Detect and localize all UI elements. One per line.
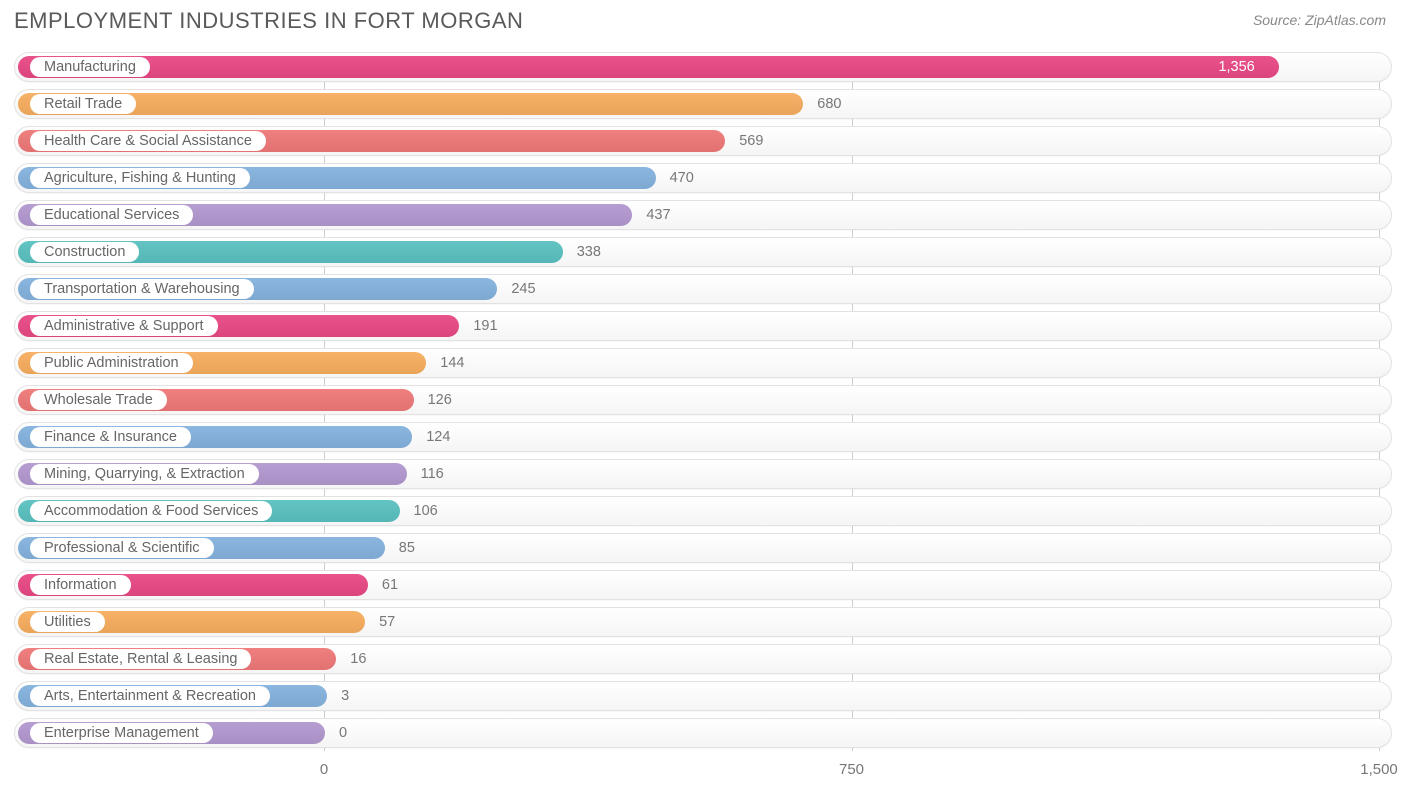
bar-row: Professional & Scientific 85 [14,533,1392,563]
bar-row: Information 61 [14,570,1392,600]
value-label: 57 [369,608,405,636]
value-label: 245 [501,275,545,303]
value-label: 437 [636,201,680,229]
value-label: 126 [418,386,462,414]
chart-area: Manufacturing 1,356 Retail Trade 680 Health … [14,52,1392,785]
category-label: Wholesale Trade [30,390,167,410]
bar-row: Public Administration 144 [14,348,1392,378]
category-label: Accommodation & Food Services [30,501,272,521]
category-label: Administrative & Support [30,316,218,336]
category-label: Agriculture, Fishing & Hunting [30,168,250,188]
bar-row: Accommodation & Food Services 106 [14,496,1392,526]
bar-row: Enterprise Management 0 [14,718,1392,748]
bar [18,56,1279,78]
category-label: Mining, Quarrying, & Extraction [30,464,259,484]
bar-row: Retail Trade 680 [14,89,1392,119]
value-label: 124 [416,423,460,451]
value-label: 116 [411,460,454,488]
value-label: 61 [372,571,408,599]
category-label: Construction [30,242,139,262]
chart-title: EMPLOYMENT INDUSTRIES IN FORT MORGAN [14,8,523,34]
x-tick-label: 1,500 [1360,761,1398,778]
category-label: Public Administration [30,353,193,373]
bar-row: Transportation & Warehousing 245 [14,274,1392,304]
category-label: Transportation & Warehousing [30,279,254,299]
value-label: 338 [567,238,611,266]
category-label: Utilities [30,612,105,632]
x-tick-label: 0 [320,761,328,778]
x-axis: 07501,500 [14,755,1392,785]
bar-row: Administrative & Support 191 [14,311,1392,341]
category-label: Real Estate, Rental & Leasing [30,649,251,669]
category-label: Retail Trade [30,94,136,114]
category-label: Finance & Insurance [30,427,191,447]
value-label: 191 [463,312,507,340]
bar-row: Agriculture, Fishing & Hunting 470 [14,163,1392,193]
value-label: 106 [404,497,448,525]
x-tick-label: 750 [839,761,864,778]
bar-row: Mining, Quarrying, & Extraction 116 [14,459,1392,489]
category-label: Educational Services [30,205,193,225]
bar-row: Health Care & Social Assistance 569 [14,126,1392,156]
bar-row: Construction 338 [14,237,1392,267]
bar-row: Real Estate, Rental & Leasing 16 [14,644,1392,674]
value-label: 16 [340,645,376,673]
value-label: 85 [389,534,425,562]
bar-row: Arts, Entertainment & Recreation 3 [14,681,1392,711]
bar-row: Utilities 57 [14,607,1392,637]
bar-row: Wholesale Trade 126 [14,385,1392,415]
bar-row: Finance & Insurance 124 [14,422,1392,452]
value-label: 680 [807,90,851,118]
category-label: Enterprise Management [30,723,213,743]
category-label: Arts, Entertainment & Recreation [30,686,270,706]
value-label: 569 [729,127,773,155]
bar-rows: Manufacturing 1,356 Retail Trade 680 Health … [14,52,1392,748]
bar-row: Educational Services 437 [14,200,1392,230]
category-label: Professional & Scientific [30,538,214,558]
value-label: 0 [329,719,357,747]
value-label: 470 [660,164,704,192]
bar-row: Manufacturing 1,356 [14,52,1392,82]
category-label: Manufacturing [30,57,150,77]
category-label: Health Care & Social Assistance [30,131,266,151]
chart-source: Source: ZipAtlas.com [1253,12,1386,28]
value-label: 3 [331,682,359,710]
value-label: 1,356 [1208,53,1264,81]
chart-header: EMPLOYMENT INDUSTRIES IN FORT MORGAN Sou… [0,0,1406,34]
category-label: Information [30,575,131,595]
value-label: 144 [430,349,474,377]
